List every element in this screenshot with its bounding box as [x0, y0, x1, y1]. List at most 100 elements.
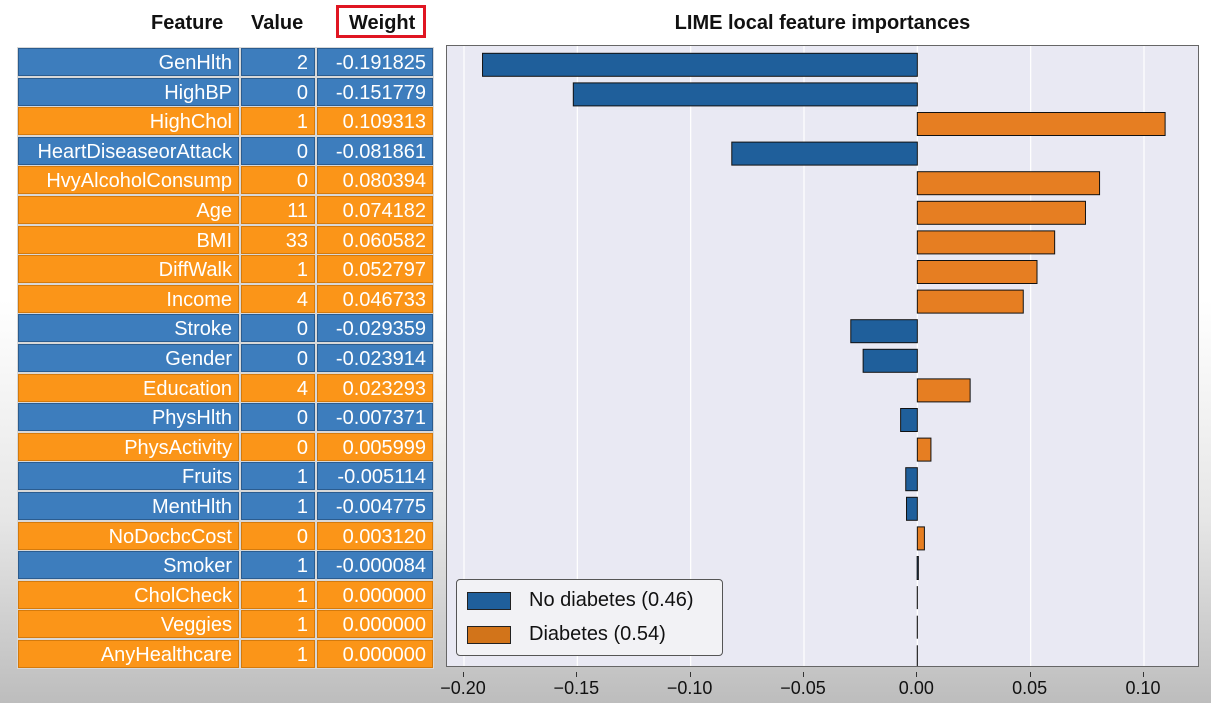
feature-cell: AnyHealthcare	[18, 640, 239, 668]
table-row: HighChol 1 0.109313	[17, 107, 434, 136]
bar-genhlth	[482, 52, 918, 77]
feature-cell: Age	[18, 196, 239, 224]
bar-highbp	[572, 82, 918, 107]
weight-highlight-box	[336, 5, 426, 38]
bar-diffwalk	[916, 260, 1038, 284]
x-tick-mark	[916, 672, 918, 677]
value-cell: 0	[241, 344, 315, 372]
x-tick-mark	[689, 672, 691, 677]
value-cell: 1	[241, 610, 315, 639]
x-tick-label: 0.05	[1012, 678, 1048, 698]
bar-hvyalcoholconsump	[916, 171, 1101, 196]
legend-label-diabetes: Diabetes (0.54)	[529, 623, 666, 645]
table-row: Gender 0 -0.023914	[17, 344, 434, 372]
bar-heartdiseaseorattack	[731, 141, 918, 166]
x-tick-label: 0.00	[898, 678, 934, 698]
weight-cell: 0.052797	[317, 255, 433, 284]
feature-cell: CholCheck	[18, 580, 239, 609]
value-cell: 11	[241, 196, 315, 224]
weight-cell: -0.081861	[317, 136, 433, 165]
table-row: PhysHlth 0 -0.007371	[17, 403, 434, 432]
value-cell: 33	[241, 225, 315, 254]
bar-education	[916, 378, 971, 403]
legend-label-no-diabetes: No diabetes (0.46)	[529, 589, 694, 611]
weight-cell: -0.023914	[317, 344, 433, 372]
table-row: Stroke 0 -0.029359	[17, 314, 434, 343]
value-cell: 1	[241, 580, 315, 609]
bar-nodocbccost	[916, 526, 925, 551]
table-row: Veggies 1 0.000000	[17, 610, 434, 639]
weight-cell: 0.046733	[317, 284, 433, 313]
weight-cell: 0.003120	[317, 521, 433, 550]
feature-cell: Stroke	[18, 314, 239, 343]
x-tick-label: 0.10	[1125, 678, 1161, 698]
chart-svg	[463, 46, 1166, 666]
table-row: AnyHealthcare 1 0.000000	[17, 640, 434, 668]
value-cell: 1	[241, 462, 315, 491]
value-cell: 0	[241, 403, 315, 432]
bar-highchol	[916, 112, 1166, 136]
value-cell: 0	[241, 166, 315, 195]
bar-age	[916, 200, 1086, 225]
value-cell: 0	[241, 136, 315, 165]
value-cell: 2	[241, 48, 315, 76]
table-row: NoDocbcCost 0 0.003120	[17, 521, 434, 550]
feature-cell: HeartDiseaseorAttack	[18, 136, 239, 165]
value-cell: 1	[241, 255, 315, 284]
x-tick-label: −0.15	[553, 678, 600, 698]
bar-gender	[862, 348, 918, 373]
value-cell: 0	[241, 521, 315, 550]
bar-physactivity	[916, 437, 932, 462]
feature-cell: Fruits	[18, 462, 239, 491]
value-cell: 1	[241, 107, 315, 136]
value-cell: 0	[241, 314, 315, 343]
feature-cell: HighBP	[18, 77, 239, 106]
value-cell: 1	[241, 640, 315, 668]
weight-cell: 0.023293	[317, 373, 433, 402]
x-tick-label: −0.05	[780, 678, 826, 698]
x-tick-mark	[1029, 672, 1031, 677]
value-cell: 0	[241, 77, 315, 106]
feature-cell: NoDocbcCost	[18, 521, 239, 550]
weight-cell: 0.060582	[317, 225, 433, 254]
weight-cell: 0.005999	[317, 432, 433, 461]
bar-income	[916, 289, 1024, 314]
table-row: HvyAlcoholConsump 0 0.080394	[17, 166, 434, 195]
weight-cell: 0.000000	[317, 580, 433, 609]
feature-table: GenHlth 2 -0.191825 HighBP 0 -0.151779 HighCho…	[17, 47, 434, 669]
weight-cell: -0.004775	[317, 492, 433, 520]
table-row: CholCheck 1 0.000000	[17, 580, 434, 609]
legend-swatch-diabetes	[467, 626, 511, 644]
table-row: BMI 33 0.060582	[17, 225, 434, 254]
weight-cell: 0.074182	[317, 196, 433, 224]
x-tick-mark	[803, 672, 804, 677]
weight-cell: -0.029359	[317, 314, 433, 343]
value-cell: 0	[241, 432, 315, 461]
table-row: Age 11 0.074182	[17, 196, 434, 224]
feature-cell: Smoker	[18, 551, 239, 580]
plot-area	[446, 45, 1199, 667]
column-header-value: Value	[251, 12, 304, 34]
weight-cell: -0.005114	[317, 462, 433, 491]
table-row: GenHlth 2 -0.191825	[17, 48, 434, 76]
bar-physhlth	[900, 408, 918, 432]
bar-smoker	[916, 556, 919, 580]
bar-menthlth	[906, 496, 918, 521]
table-row: MentHlth 1 -0.004775	[17, 492, 434, 520]
weight-cell: 0.000000	[317, 610, 433, 639]
table-row: Smoker 1 -0.000084	[17, 551, 434, 580]
feature-cell: BMI	[18, 225, 239, 254]
bar-stroke	[850, 319, 918, 344]
feature-cell: GenHlth	[18, 48, 239, 76]
weight-cell: 0.000000	[317, 640, 433, 668]
value-cell: 4	[241, 284, 315, 313]
x-tick-mark	[576, 672, 578, 677]
table-row: HeartDiseaseorAttack 0 -0.081861	[17, 136, 434, 165]
column-header-weight: Weight	[349, 12, 416, 34]
bar-fruits	[905, 467, 918, 492]
feature-cell: Income	[18, 284, 239, 313]
feature-cell: Veggies	[18, 610, 239, 639]
feature-cell: PhysActivity	[18, 432, 239, 461]
legend: No diabetes (0.46) Diabetes (0.54)	[456, 579, 723, 656]
x-tick-mark	[463, 672, 464, 677]
